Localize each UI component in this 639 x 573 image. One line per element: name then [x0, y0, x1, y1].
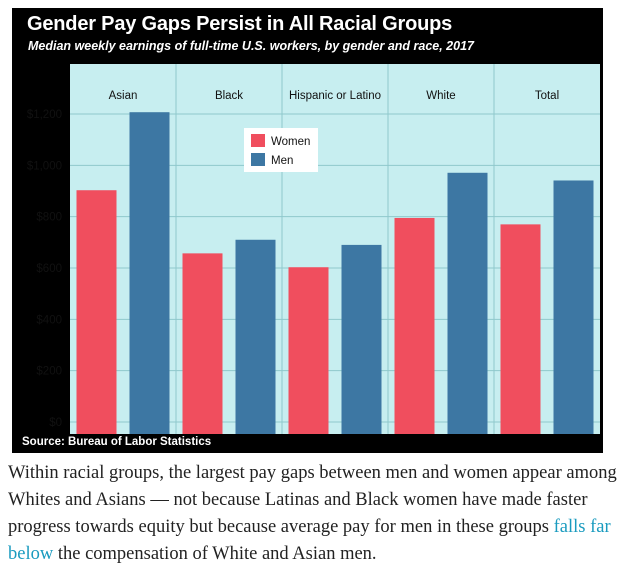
chart-header: Gender Pay Gaps Persist in All Racial Gr… [12, 8, 603, 62]
bar-men [553, 180, 594, 434]
bar-men [341, 244, 382, 434]
legend-label: Women [271, 136, 310, 148]
y-tick-label: $1,200 [27, 109, 62, 121]
category-label: Asian [109, 90, 138, 102]
bar-women [394, 217, 435, 434]
bar-chart: $0 $200 $400 $600 $800 $1,000 $1,200 Asian Black… [27, 64, 600, 434]
bar-men [235, 239, 276, 434]
y-tick-label: $0 [49, 417, 62, 429]
legend-swatch [251, 153, 265, 166]
bar-men [129, 112, 170, 434]
bar-men [447, 172, 488, 434]
y-tick-label: $1,000 [27, 160, 62, 172]
category-label: Total [535, 90, 559, 102]
chart-title: Gender Pay Gaps Persist in All Racial Gr… [27, 13, 453, 35]
chart-figure: Gender Pay Gaps Persist in All Racial Gr… [12, 8, 603, 453]
caption-link[interactable]: falls far below [8, 517, 611, 564]
bar-women [76, 190, 117, 434]
caption-text-before: Within racial groups, the largest pay ga… [8, 463, 617, 537]
legend-swatch [251, 134, 265, 147]
chart-subtitle: Median weekly earnings of full-time U.S.… [28, 39, 474, 53]
bar-women [182, 253, 223, 434]
y-tick-label: $200 [36, 366, 62, 378]
caption-paragraph: Within racial groups, the largest pay ga… [8, 460, 633, 568]
category-label: Black [215, 90, 243, 102]
category-label: White [426, 90, 455, 102]
bar-women [500, 224, 541, 434]
category-label: Hispanic or Latino [289, 90, 381, 102]
bar-women [288, 267, 329, 434]
chart-source: Source: Bureau of Labor Statistics [22, 436, 212, 448]
y-tick-label: $400 [36, 314, 62, 326]
legend-label: Men [271, 155, 293, 167]
y-tick-label: $800 [36, 212, 62, 224]
caption-text-after: the compensation of White and Asian men. [53, 544, 377, 564]
y-tick-label: $600 [36, 263, 62, 275]
